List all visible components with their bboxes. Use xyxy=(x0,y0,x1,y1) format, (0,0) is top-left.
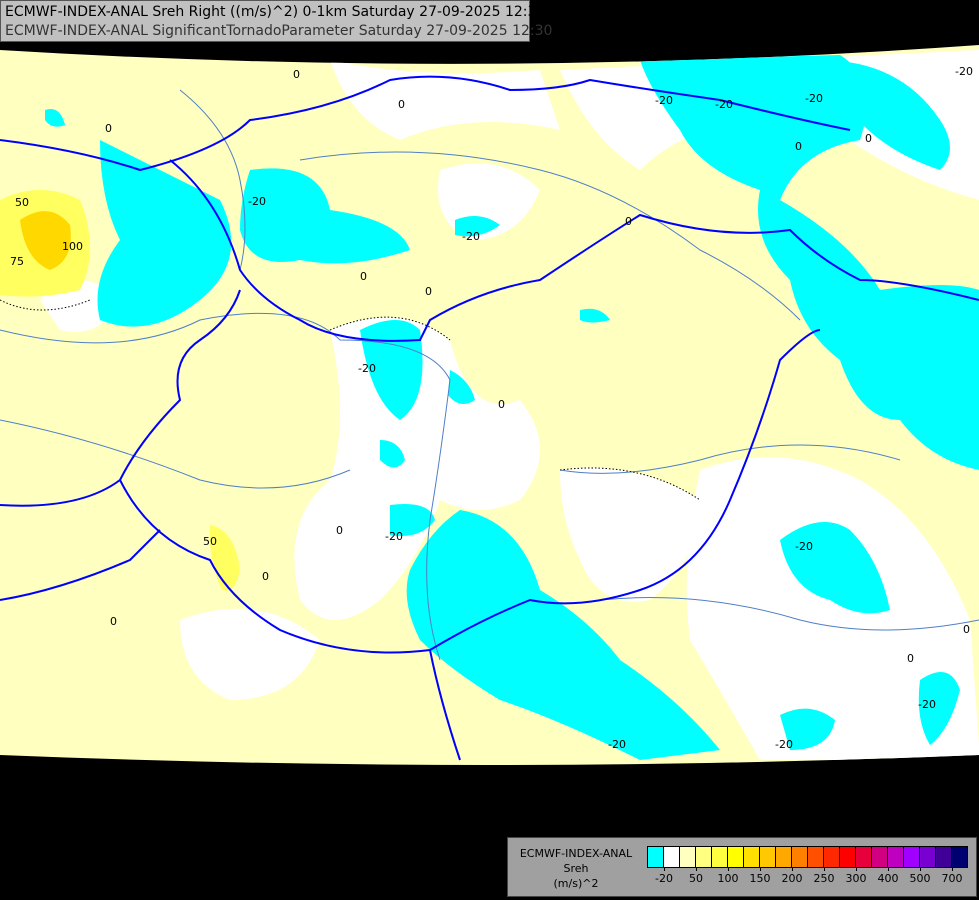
rivers xyxy=(0,89,979,661)
svg-text:0: 0 xyxy=(262,570,269,583)
svg-text:-20: -20 xyxy=(715,98,733,111)
svg-text:-20: -20 xyxy=(805,92,823,105)
legend-swatch xyxy=(648,847,664,867)
negative-sreh-areas xyxy=(45,55,979,760)
map-title: ECMWF-INDEX-ANAL Sreh Right ((m/s)^2) 0-… xyxy=(0,0,553,42)
svg-text:0: 0 xyxy=(110,615,117,628)
svg-text:0: 0 xyxy=(907,652,914,665)
legend-swatch xyxy=(728,847,744,867)
legend-swatch xyxy=(760,847,776,867)
legend-tick-label: 100 xyxy=(717,872,739,885)
legend-swatch xyxy=(856,847,872,867)
svg-text:0: 0 xyxy=(498,398,505,411)
color-legend: ECMWF-INDEX-ANAL Sreh (m/s)^2 -20 50 100 15… xyxy=(507,837,977,897)
svg-text:0: 0 xyxy=(795,140,802,153)
legend-swatch xyxy=(872,847,888,867)
svg-text:-20: -20 xyxy=(655,94,673,107)
svg-text:-20: -20 xyxy=(385,530,403,543)
zero-sreh-areas xyxy=(40,50,979,760)
legend-swatch xyxy=(952,847,967,867)
svg-text:0: 0 xyxy=(865,132,872,145)
svg-text:0: 0 xyxy=(963,623,970,636)
legend-swatch xyxy=(824,847,840,867)
svg-text:0: 0 xyxy=(625,215,632,228)
svg-text:-20: -20 xyxy=(462,230,480,243)
svg-text:0: 0 xyxy=(398,98,405,111)
title-line-2: ECMWF-INDEX-ANAL SignificantTornadoParam… xyxy=(5,23,553,39)
legend-tick xyxy=(824,867,825,871)
svg-text:-20: -20 xyxy=(608,738,626,751)
legend-swatch xyxy=(840,847,856,867)
legend-swatch xyxy=(744,847,760,867)
legend-tick-label: 400 xyxy=(877,872,899,885)
legend-swatch xyxy=(696,847,712,867)
country-borders xyxy=(0,75,979,761)
legend-tick xyxy=(696,867,697,871)
legend-tick-label: 250 xyxy=(813,872,835,885)
svg-text:-20: -20 xyxy=(918,698,936,711)
svg-text:50: 50 xyxy=(15,196,29,209)
legend-swatch xyxy=(680,847,696,867)
legend-swatch xyxy=(936,847,952,867)
legend-swatch xyxy=(712,847,728,867)
svg-text:-20: -20 xyxy=(775,738,793,751)
legend-swatch xyxy=(664,847,680,867)
svg-text:50: 50 xyxy=(203,535,217,548)
contours xyxy=(0,299,701,501)
svg-text:-20: -20 xyxy=(795,540,813,553)
legend-tick-label: 50 xyxy=(689,872,703,885)
title-line-1: ECMWF-INDEX-ANAL Sreh Right ((m/s)^2) 0-… xyxy=(5,4,546,20)
legend-tick xyxy=(728,867,729,871)
legend-tick-label: 500 xyxy=(909,872,931,885)
svg-text:0: 0 xyxy=(293,68,300,81)
legend-tick xyxy=(760,867,761,871)
legend-tick xyxy=(952,867,953,871)
legend-tick xyxy=(664,867,665,871)
legend-tick xyxy=(792,867,793,871)
legend-tick-label: 150 xyxy=(749,872,771,885)
legend-swatch xyxy=(920,847,936,867)
svg-text:-20: -20 xyxy=(248,195,266,208)
legend-tick xyxy=(920,867,921,871)
legend-tick xyxy=(856,867,857,871)
legend-tick xyxy=(888,867,889,871)
svg-text:0: 0 xyxy=(360,270,367,283)
contour-labels: 0 0 -20 -20 0 -20 0 -20 0 50 75 100 -20 … xyxy=(10,65,973,751)
legend-swatch xyxy=(904,847,920,867)
legend-unit: (m/s)^2 xyxy=(553,877,599,890)
legend-tick-label: -20 xyxy=(655,872,673,885)
legend-swatch xyxy=(776,847,792,867)
legend-swatch xyxy=(888,847,904,867)
svg-text:100: 100 xyxy=(62,240,83,253)
legend-tick-label: 200 xyxy=(781,872,803,885)
svg-text:75: 75 xyxy=(10,255,24,268)
svg-text:0: 0 xyxy=(336,524,343,537)
legend-swatch xyxy=(792,847,808,867)
legend-swatches xyxy=(647,846,968,868)
legend-variable: Sreh xyxy=(563,862,589,875)
legend-tick-label: 300 xyxy=(845,872,867,885)
legend-tick-label: 700 xyxy=(941,872,963,885)
legend-model: ECMWF-INDEX-ANAL xyxy=(519,847,633,860)
svg-text:0: 0 xyxy=(425,285,432,298)
svg-text:-20: -20 xyxy=(358,362,376,375)
peak-sreh-area xyxy=(20,211,71,270)
svg-text:0: 0 xyxy=(105,122,112,135)
legend-swatch xyxy=(808,847,824,867)
svg-text:-20: -20 xyxy=(955,65,973,78)
